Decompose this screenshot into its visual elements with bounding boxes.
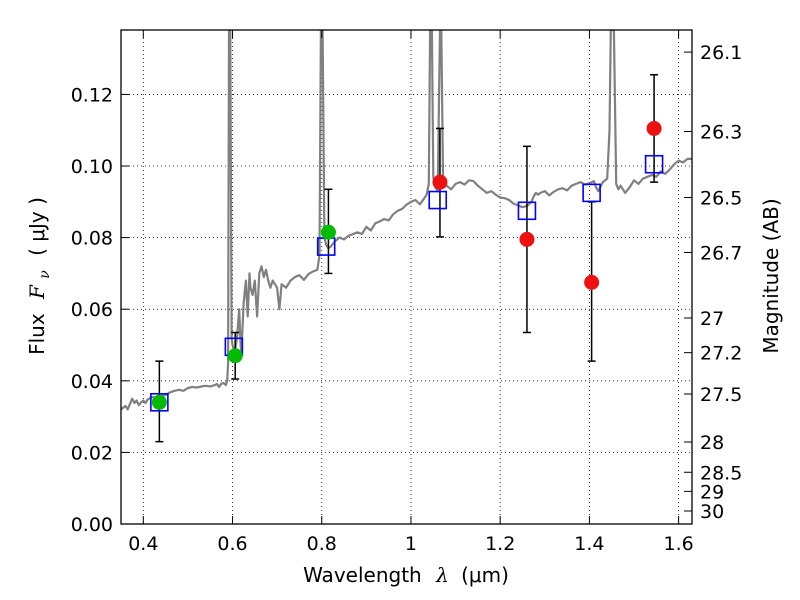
model-photometry-square bbox=[582, 183, 601, 203]
optical-point bbox=[320, 224, 336, 240]
magnitude-tick-label: 28 bbox=[700, 432, 724, 454]
x-tick-label: 1.4 bbox=[574, 533, 604, 555]
magnitude-tick-label: 27 bbox=[700, 308, 724, 330]
grid bbox=[121, 30, 692, 525]
x-tick-label: 1.6 bbox=[664, 533, 694, 555]
magnitude-tick-label: 28.5 bbox=[700, 462, 742, 484]
x-axis-label-unit: (μm) bbox=[461, 563, 509, 587]
magnitude-tick-label: 29 bbox=[700, 481, 724, 503]
model-photometry-square bbox=[150, 392, 169, 412]
magnitude-tick-label: 30 bbox=[700, 501, 724, 523]
optical-point bbox=[151, 394, 167, 410]
y-axis-label: Flux F ν ( μJy ) bbox=[25, 197, 54, 355]
nir-point bbox=[519, 231, 535, 247]
magnitude-tick-label: 26.7 bbox=[700, 242, 742, 264]
nir-point bbox=[646, 120, 662, 136]
y-tick-label: 0.04 bbox=[71, 371, 113, 393]
plot-frame bbox=[120, 29, 693, 525]
y-axis-label-subscript: ν bbox=[37, 270, 53, 279]
y-tick-label: 0.02 bbox=[71, 442, 113, 464]
magnitude-tick-label: 26.1 bbox=[700, 42, 742, 64]
data-layer bbox=[121, 30, 692, 443]
model-spectrum-line bbox=[121, 30, 692, 411]
y-axis-label-text: Flux bbox=[25, 313, 49, 355]
y-axis-label-unit: ( μJy ) bbox=[25, 197, 49, 256]
y-tick-label: 0.10 bbox=[71, 156, 113, 178]
magnitude-axis-label: Magnitude (AB) bbox=[759, 198, 783, 353]
magnitude-tick-label: 27.5 bbox=[700, 384, 742, 406]
x-tick-label: 0.8 bbox=[307, 533, 337, 555]
nir-point bbox=[432, 174, 448, 190]
x-tick-label: 0.6 bbox=[217, 533, 247, 555]
model-photometry-square bbox=[644, 154, 664, 174]
magnitude-tick-label: 26.5 bbox=[700, 188, 742, 210]
y-tick-label: 0.08 bbox=[71, 228, 113, 250]
x-tick-label: 1 bbox=[405, 533, 417, 555]
y-axis-label-symbol: F bbox=[25, 284, 49, 300]
optical-point bbox=[227, 348, 243, 364]
model-photometry-square bbox=[517, 201, 537, 221]
model-photometry-square bbox=[428, 190, 448, 210]
magnitude-tick-label: 27.2 bbox=[700, 343, 742, 365]
y-tick-label: 0.00 bbox=[71, 514, 113, 536]
x-tick-label: 0.4 bbox=[128, 533, 158, 555]
y-tick-label: 0.06 bbox=[71, 299, 113, 321]
x-tick-label: 1.2 bbox=[485, 533, 515, 555]
magnitude-tick-label: 26.3 bbox=[700, 121, 742, 143]
nir-point bbox=[584, 274, 600, 290]
x-axis-label-text: Wavelength bbox=[303, 563, 422, 587]
x-axis-label-symbol: λ bbox=[435, 563, 449, 587]
ticks: 0.4 0.6 0.8 1 1.2 1.4 1.6 0.00 0.02 0.04 0.06 0.08 0… bbox=[71, 30, 742, 555]
y-tick-label: 0.12 bbox=[71, 84, 113, 106]
x-axis-label: Wavelength λ (μm) bbox=[303, 563, 509, 587]
